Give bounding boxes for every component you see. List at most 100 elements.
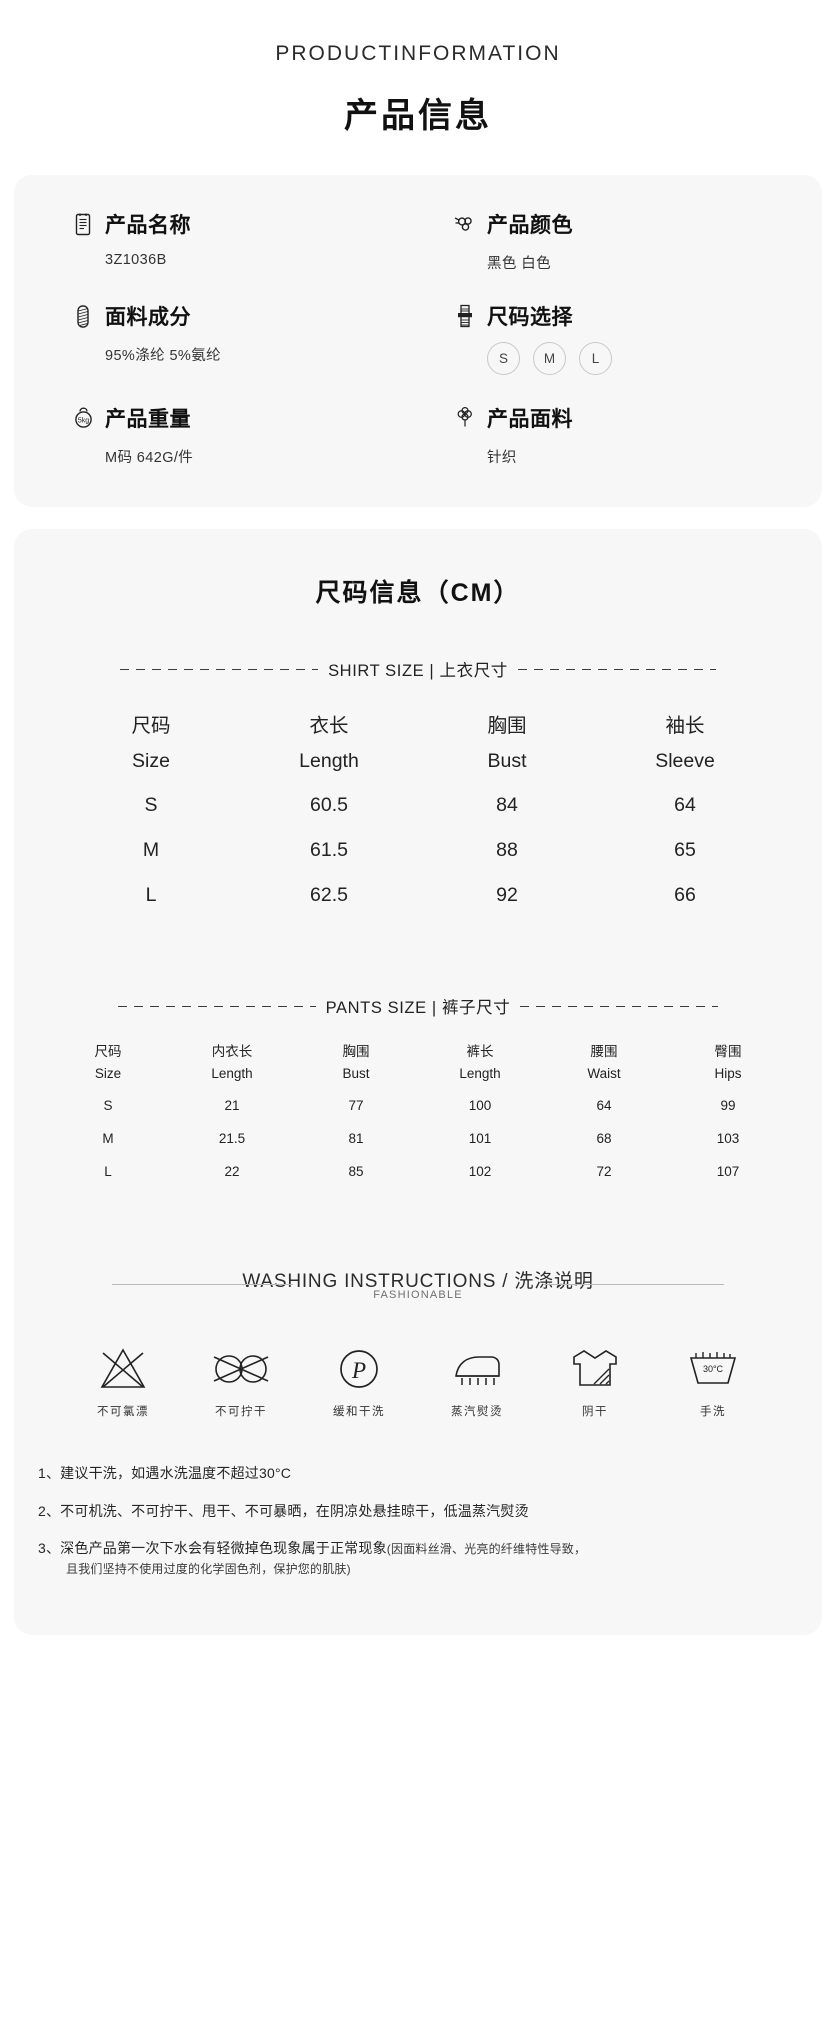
table-cell: 102 [468, 1164, 492, 1179]
info-item-product-color: 产品颜色 黑色 白色 [418, 209, 822, 273]
col-header-en: Size [132, 750, 170, 772]
washing-rule-row [14, 1284, 822, 1285]
table-cell: L [145, 884, 157, 906]
gentle-dry-clean-icon: P [322, 1343, 396, 1395]
hand-wash-temperature: 30°C [703, 1364, 724, 1374]
dry-in-shade-icon [558, 1343, 632, 1395]
info-label: 产品重量 [105, 408, 191, 431]
table-cell: 61.5 [310, 839, 348, 861]
size-chip-l[interactable]: L [579, 342, 612, 375]
care-symbol-dry-in-shade: 阴干 [558, 1343, 632, 1419]
table-cell: 103 [716, 1131, 740, 1146]
size-chip-s[interactable]: S [487, 342, 520, 375]
col-header-cn: 臀围 [714, 1044, 742, 1059]
table-cell: S [103, 1098, 113, 1113]
table-header-row-cn: 尺码 内衣长 胸围 裤长 腰围 臀围 [46, 1034, 790, 1063]
info-label: 产品颜色 [487, 214, 573, 237]
steam-iron-icon [440, 1343, 514, 1395]
care-symbol-hand-wash: 30°C 手洗 [676, 1343, 750, 1419]
table-cell: 22 [224, 1164, 240, 1179]
table-cell: 99 [720, 1098, 736, 1113]
care-symbol-gentle-dry-clean: P 缓和干洗 [322, 1343, 396, 1419]
col-header-en: Length [211, 1066, 253, 1081]
pants-size-divider-label: PANTS SIZE | 裤子尺寸 [325, 999, 511, 1017]
table-cell: 65 [674, 839, 696, 861]
info-label: 面料成分 [105, 306, 191, 329]
no-wring-icon [204, 1343, 278, 1395]
info-item-product-weight: 5kg 产品重量 M码 642G/件 [14, 403, 418, 467]
info-item-size-selection: 尺码选择 S M L [418, 301, 822, 375]
table-cell: 60.5 [310, 794, 348, 816]
care-symbol-steam-iron: 蒸汽熨烫 [440, 1343, 514, 1419]
size-title-wrap: 尺码信息（CM） [14, 573, 822, 609]
svg-text:P: P [351, 1358, 366, 1383]
table-row: M 61.5 88 65 [62, 828, 774, 873]
care-label: 缓和干洗 [333, 1406, 385, 1418]
col-header-en: Bust [487, 750, 527, 772]
thread-spool-icon [72, 303, 94, 329]
info-head: 产品面料 [454, 403, 822, 433]
table-cell: 72 [596, 1164, 612, 1179]
shirt-size-table: 尺码 衣长 胸围 袖长 Size Length Bust Sleeve S 60… [62, 695, 774, 918]
pants-size-table-wrap: 尺码 内衣长 胸围 裤长 腰围 臀围 Size Length Bust Leng… [14, 1034, 822, 1188]
washing-subtitle: FASHIONABLE [373, 1289, 463, 1301]
no-chlorine-bleach-icon [86, 1343, 160, 1395]
col-header-en: Length [299, 750, 359, 772]
page-title-cn: 产品信息 [344, 97, 492, 135]
size-chip-m[interactable]: M [533, 342, 566, 375]
info-value: 3Z1036B [105, 252, 167, 268]
care-symbol-no-wring: 不可拧干 [204, 1343, 278, 1419]
divider-dash-right [517, 668, 716, 670]
care-note: 1、建议干洗，如遇水洗温度不超过30°C [38, 1465, 292, 1481]
size-chip-group: S M L [487, 342, 822, 375]
shirt-size-table-wrap: 尺码 衣长 胸围 袖长 Size Length Bust Sleeve S 60… [14, 695, 822, 918]
info-head: 尺码选择 [454, 301, 822, 331]
table-cell: 100 [468, 1098, 492, 1113]
divider-line-right [543, 1284, 724, 1285]
care-label: 阴干 [582, 1406, 608, 1418]
divider-dash-left [117, 1005, 316, 1007]
product-info-card: 产品名称 3Z1036B 产品颜色 [14, 175, 822, 507]
table-cell: L [104, 1164, 112, 1179]
table-row: M 21.5 81 101 68 103 [46, 1122, 790, 1155]
washing-title: WASHING INSTRUCTIONS / 洗涤说明 [242, 1271, 594, 1292]
table-cell: S [144, 794, 158, 816]
divider-dash-right [520, 1005, 719, 1007]
table-cell: 81 [348, 1131, 364, 1146]
col-header-en: Hips [714, 1066, 742, 1081]
col-header-en: Sleeve [655, 750, 715, 772]
care-note-text: 3、深色产品第一次下水会有轻微掉色现象属于正常现象 [38, 1540, 387, 1557]
svg-text:5kg: 5kg [77, 417, 88, 424]
notepad-icon [72, 211, 94, 237]
col-header-en: Bust [342, 1066, 370, 1081]
table-cell: 92 [496, 884, 518, 906]
care-note: 2、不可机洗、不可拧干、甩干、不可暴晒，在阴凉处悬挂晾干，低温蒸汽熨烫 [38, 1502, 529, 1519]
shirt-size-divider: SHIRT SIZE | 上衣尺寸 [14, 657, 822, 681]
care-symbol-group: 不可氯漂 不可拧干 [14, 1343, 822, 1419]
table-cell: 88 [496, 839, 518, 861]
table-row: L 22 85 102 72 107 [46, 1155, 790, 1188]
care-label: 不可拧干 [215, 1406, 267, 1418]
info-label: 产品名称 [105, 214, 191, 237]
col-header-en: Size [94, 1066, 122, 1081]
info-item-product-material: 产品面料 针织 [418, 403, 822, 467]
info-head: 5kg 产品重量 [72, 403, 418, 433]
table-cell: 21 [224, 1098, 240, 1113]
table-cell: 66 [674, 884, 696, 906]
table-cell: 68 [596, 1131, 612, 1146]
table-cell: 85 [348, 1164, 364, 1179]
info-item-product-name: 产品名称 3Z1036B [14, 209, 418, 273]
info-value: 黑色 白色 [487, 256, 552, 272]
info-value: 针织 [487, 450, 517, 466]
table-cell: 64 [674, 794, 696, 816]
ruler-tape-icon [454, 303, 476, 329]
size-section-title: 尺码信息 [315, 579, 424, 607]
info-head: 面料成分 [72, 301, 418, 331]
info-head: 产品颜色 [454, 209, 822, 239]
col-header-cn: 胸围 [487, 715, 527, 737]
table-cell: 62.5 [310, 884, 348, 906]
size-information-card: 尺码信息（CM） SHIRT SIZE | 上衣尺寸 尺码 衣长 胸围 袖长 [14, 529, 822, 1635]
col-header-cn: 裤长 [466, 1044, 494, 1059]
table-header-row-en: Size Length Bust Length Waist Hips [46, 1063, 790, 1089]
color-palette-icon [454, 211, 476, 237]
